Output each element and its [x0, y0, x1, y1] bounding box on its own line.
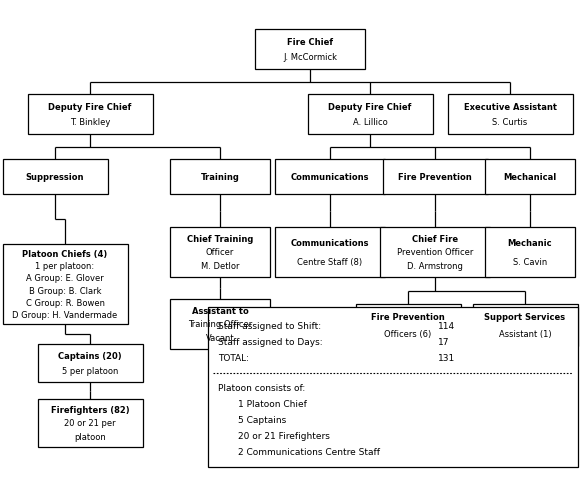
Text: Mechanic: Mechanic — [508, 239, 552, 247]
Text: B Group: B. Clark: B Group: B. Clark — [29, 286, 101, 295]
Text: Centre Staff (8): Centre Staff (8) — [297, 257, 363, 267]
Text: Staff assigned to Days:: Staff assigned to Days: — [218, 337, 322, 346]
Text: Firefighters (82): Firefighters (82) — [51, 405, 129, 414]
Text: Fire Prevention: Fire Prevention — [398, 173, 472, 182]
Text: Chief Fire: Chief Fire — [412, 234, 458, 243]
Text: S. Cavin: S. Cavin — [513, 257, 547, 267]
Text: Platoon consists of:: Platoon consists of: — [218, 383, 305, 392]
Bar — [2, 160, 108, 195]
Text: Officer: Officer — [206, 248, 234, 257]
Bar — [170, 160, 270, 195]
Bar — [27, 95, 153, 135]
Text: Communications: Communications — [291, 239, 369, 247]
Text: Prevention Officer: Prevention Officer — [397, 248, 473, 257]
Text: M. Detlor: M. Detlor — [201, 262, 239, 271]
Text: A. Lillico: A. Lillico — [353, 118, 387, 127]
Text: Fire Chief: Fire Chief — [287, 38, 333, 47]
Text: A Group: E. Glover: A Group: E. Glover — [26, 274, 104, 283]
Text: D. Armstrong: D. Armstrong — [407, 262, 463, 271]
Text: Communications: Communications — [291, 173, 369, 182]
Bar — [37, 399, 143, 447]
Text: J. McCormick: J. McCormick — [283, 53, 337, 62]
Text: Support Services: Support Services — [484, 313, 566, 322]
Text: Fire Prevention: Fire Prevention — [371, 313, 445, 322]
Bar — [208, 307, 578, 467]
Text: Training Officer: Training Officer — [188, 320, 252, 329]
Text: Officers (6): Officers (6) — [384, 329, 432, 338]
Text: 2 Communications Centre Staff: 2 Communications Centre Staff — [238, 447, 380, 456]
Text: Staff assigned to Shift:: Staff assigned to Shift: — [218, 321, 321, 330]
Text: Assistant to: Assistant to — [192, 306, 249, 315]
Text: 114: 114 — [438, 321, 455, 330]
Text: 20 or 21 Firefighters: 20 or 21 Firefighters — [238, 431, 330, 440]
Text: 5 per platoon: 5 per platoon — [62, 366, 118, 375]
Text: Deputy Fire Chief: Deputy Fire Chief — [49, 103, 132, 112]
Text: Vacant: Vacant — [206, 333, 235, 343]
Bar — [356, 304, 460, 346]
Bar — [485, 227, 575, 277]
Text: Platoon Chiefs (4): Platoon Chiefs (4) — [22, 250, 108, 258]
Text: 131: 131 — [438, 353, 455, 362]
Bar — [485, 160, 575, 195]
Text: Training: Training — [201, 173, 239, 182]
Text: 5 Captains: 5 Captains — [238, 415, 286, 424]
Bar — [170, 227, 270, 277]
Text: D Group: H. Vandermade: D Group: H. Vandermade — [12, 310, 118, 319]
Bar — [383, 160, 487, 195]
Bar — [255, 30, 365, 70]
Text: 17: 17 — [438, 337, 449, 346]
Text: 1 per platoon:: 1 per platoon: — [36, 262, 95, 271]
Bar — [37, 344, 143, 382]
Text: Chief Training: Chief Training — [187, 234, 253, 243]
Text: Deputy Fire Chief: Deputy Fire Chief — [328, 103, 412, 112]
Text: Executive Assistant: Executive Assistant — [463, 103, 556, 112]
Text: C Group: R. Bowen: C Group: R. Bowen — [26, 298, 105, 307]
Text: Suppression: Suppression — [26, 173, 84, 182]
Bar — [275, 160, 385, 195]
Bar — [2, 244, 128, 324]
Text: S. Curtis: S. Curtis — [493, 118, 528, 127]
Bar — [380, 227, 490, 277]
Text: T. Binkley: T. Binkley — [70, 118, 110, 127]
Text: platoon: platoon — [74, 432, 106, 441]
Bar — [275, 227, 385, 277]
Text: 1 Platoon Chief: 1 Platoon Chief — [238, 399, 307, 408]
Bar — [308, 95, 432, 135]
Text: Captains (20): Captains (20) — [58, 351, 122, 361]
Text: 20 or 21 per: 20 or 21 per — [64, 419, 116, 428]
Text: Mechanical: Mechanical — [503, 173, 556, 182]
Bar — [170, 300, 270, 349]
Bar — [448, 95, 573, 135]
Text: Assistant (1): Assistant (1) — [498, 329, 551, 338]
Text: TOTAL:: TOTAL: — [218, 353, 249, 362]
Bar — [473, 304, 577, 346]
